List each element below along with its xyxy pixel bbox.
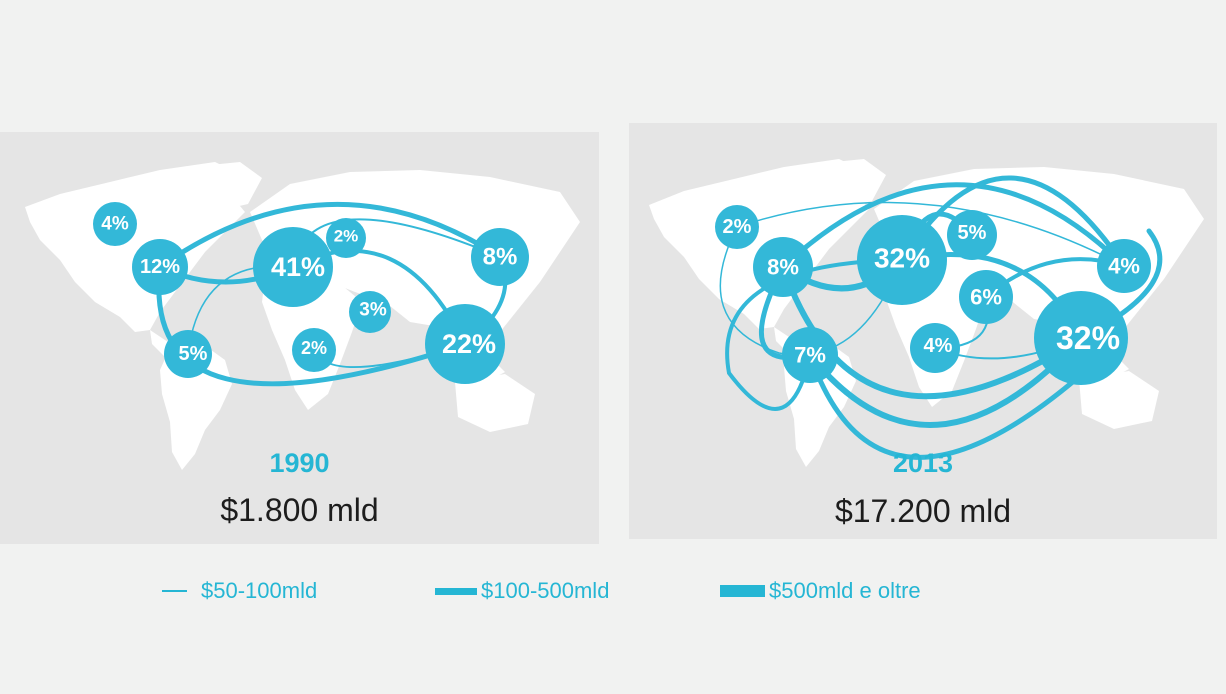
bubble-label: 4% bbox=[1108, 254, 1140, 279]
flow-usa-japan bbox=[157, 202, 503, 270]
year-label-2013: 2013 bbox=[892, 448, 954, 478]
regions-1990: 4% 12% 5% 41% 2% 2% 3% 8% 22% bbox=[93, 202, 529, 384]
bubble-label: 32% bbox=[874, 243, 930, 274]
bubble-label: 4% bbox=[101, 214, 129, 235]
north-america-shape bbox=[25, 162, 245, 332]
greenland-shape bbox=[814, 159, 886, 207]
bubble-label: 2% bbox=[723, 216, 752, 238]
bubble-label: 5% bbox=[179, 343, 208, 365]
legend-label: $50-100mld bbox=[201, 578, 318, 603]
bubble-europe: 41% bbox=[253, 227, 333, 307]
bubble-label: 32% bbox=[1056, 320, 1120, 356]
flow-canada-europe bbox=[719, 226, 903, 356]
total-value-2013: $17.200 mld bbox=[834, 493, 1012, 529]
flow-latam-asia-wide bbox=[807, 352, 1092, 460]
bubble-label: 8% bbox=[767, 255, 799, 280]
bubble-label: 5% bbox=[958, 222, 987, 244]
bubble-label: 7% bbox=[794, 343, 826, 368]
regions-2013: 2% 8% 7% 32% 5% 6% 4% 4% 32% bbox=[715, 205, 1151, 385]
total-value-1990: $1.800 mld bbox=[220, 492, 379, 528]
bubble-asia: 32% bbox=[1034, 291, 1128, 385]
trade-flow-map-2013: 2% 8% 7% 32% 5% 6% 4% 4% 32% bbox=[649, 159, 1204, 467]
flow-usa-asia bbox=[156, 264, 468, 387]
legend-swatch-thick bbox=[720, 585, 765, 597]
bubble-africa: 2% bbox=[292, 328, 336, 372]
greenland-shape bbox=[190, 162, 262, 210]
bubble-canada: 4% bbox=[93, 202, 137, 246]
bubble-latam: 5% bbox=[164, 330, 212, 378]
bubble-africa: 4% bbox=[910, 323, 960, 373]
bubble-russia: 2% bbox=[326, 218, 366, 258]
legend-label: $100-500mld bbox=[481, 578, 610, 603]
legend-label: $500mld e oltre bbox=[769, 578, 921, 603]
flow-canada-japan bbox=[736, 201, 1125, 267]
bubble-russia: 5% bbox=[947, 210, 997, 260]
north-america-shape bbox=[649, 159, 869, 329]
map-panel-2013: 2% 8% 7% 32% 5% 6% 4% 4% 32% 2013 $17.20… bbox=[629, 123, 1217, 539]
bubble-label: 12% bbox=[140, 256, 180, 278]
legend-item-thick: $500mld e oltre bbox=[720, 576, 921, 606]
bubble-japan: 8% bbox=[471, 228, 529, 286]
bubble-label: 6% bbox=[970, 285, 1002, 310]
bubble-middle-east: 6% bbox=[959, 270, 1013, 324]
bubble-latam: 7% bbox=[782, 327, 838, 383]
bubble-japan: 4% bbox=[1097, 239, 1151, 293]
eurasia-shape bbox=[874, 167, 1204, 344]
bubble-europe: 32% bbox=[857, 215, 947, 305]
bubble-label: 41% bbox=[271, 252, 325, 282]
flow-latam-asia bbox=[807, 335, 1084, 428]
australia-shape bbox=[1079, 371, 1159, 429]
bubble-usa: 12% bbox=[132, 239, 188, 295]
australia-shape bbox=[455, 374, 535, 432]
bubble-label: 2% bbox=[334, 227, 359, 246]
year-label-1990: 1990 bbox=[269, 448, 330, 478]
bubble-middle-east: 3% bbox=[349, 291, 391, 333]
bubble-label: 8% bbox=[483, 244, 518, 271]
bubble-canada: 2% bbox=[715, 205, 759, 249]
bubble-label: 3% bbox=[359, 300, 387, 321]
bubble-label: 4% bbox=[924, 335, 953, 357]
legend-swatch-thin bbox=[162, 590, 187, 592]
flow-usa-japan bbox=[780, 182, 1127, 270]
bubble-usa: 8% bbox=[753, 237, 813, 297]
eurasia-shape bbox=[250, 170, 580, 347]
bubble-label: 22% bbox=[442, 329, 496, 359]
bubble-asia: 22% bbox=[425, 304, 505, 384]
legend-swatch-medium bbox=[435, 587, 477, 595]
trade-flow-map-1990: 4% 12% 5% 41% 2% 2% 3% 8% 22% bbox=[25, 162, 580, 470]
bubble-label: 2% bbox=[301, 338, 327, 358]
legend-item-thin: $50-100mld bbox=[162, 576, 317, 606]
map-panel-1990: 4% 12% 5% 41% 2% 2% 3% 8% 22% 1990 $1.80… bbox=[0, 132, 599, 544]
legend-item-medium: $100-500mld bbox=[435, 576, 609, 606]
flow-europe-japan bbox=[899, 175, 1127, 269]
flow-usa-asia bbox=[780, 264, 1084, 400]
